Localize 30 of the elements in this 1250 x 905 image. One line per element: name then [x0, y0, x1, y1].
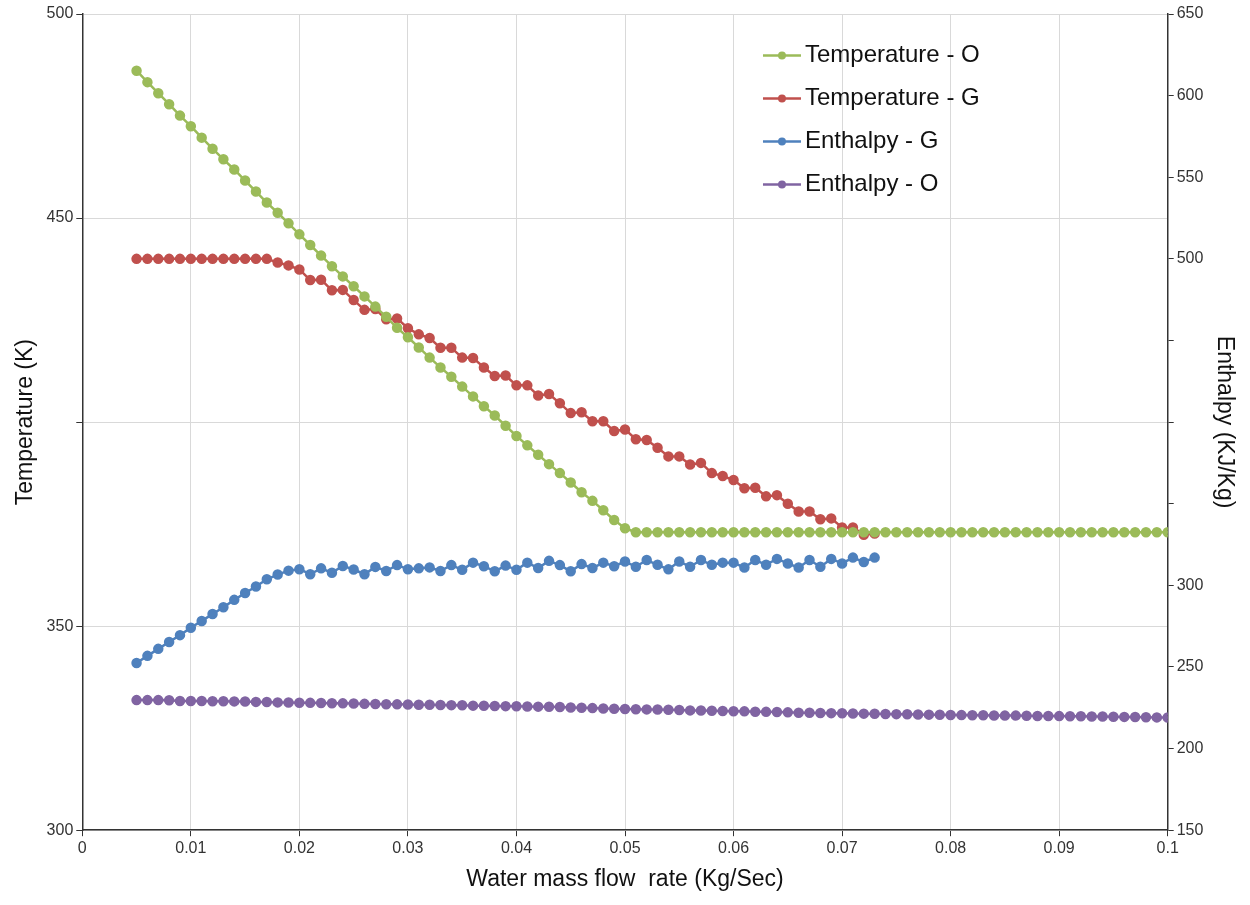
y-tick-label: 450: [46, 208, 74, 226]
x-tick-label: 0.09: [1043, 839, 1075, 857]
x-tick-label: 0: [77, 839, 87, 857]
y2-tick-label: 200: [1176, 738, 1204, 756]
y-tick-label: 350: [46, 616, 74, 634]
legend-label: Enthalpy - G: [804, 126, 939, 154]
y2-tick-label: 550: [1176, 167, 1204, 185]
y-axis-title: Temperature (K): [11, 339, 38, 506]
legend-label: Temperature - O: [804, 40, 980, 68]
y2-tick-label: 600: [1176, 86, 1204, 104]
y2-tick-label: 150: [1176, 820, 1204, 838]
x-axis-title: Water mass flow rate (Kg/Sec): [466, 864, 784, 891]
x-tick-label: 0.05: [609, 839, 641, 857]
x-tick-label: 0.03: [392, 839, 424, 857]
legend-label: Temperature - G: [804, 83, 980, 111]
x-tick-label: 0.08: [935, 839, 967, 857]
x-tick-label: 0.01: [175, 839, 207, 857]
x-tick-label: 0.04: [500, 839, 533, 857]
y-tick-label: 500: [46, 4, 74, 22]
y2-tick-label: 650: [1176, 4, 1204, 22]
y2-tick-label: 500: [1176, 249, 1204, 267]
x-tick-label: 0.02: [283, 839, 316, 857]
x-tick-label: 0.06: [717, 839, 750, 857]
legend-label: Enthalpy - O: [804, 169, 939, 197]
y2-tick-label: 300: [1176, 575, 1204, 593]
y2-axis-title: Enthalpy (KJ/Kg): [1212, 335, 1239, 509]
y-tick-label: 300: [46, 820, 74, 838]
x-tick-label: 0.07: [826, 839, 858, 857]
y2-tick-label: 250: [1176, 657, 1204, 675]
x-tick-label: 0.1: [1156, 839, 1179, 857]
